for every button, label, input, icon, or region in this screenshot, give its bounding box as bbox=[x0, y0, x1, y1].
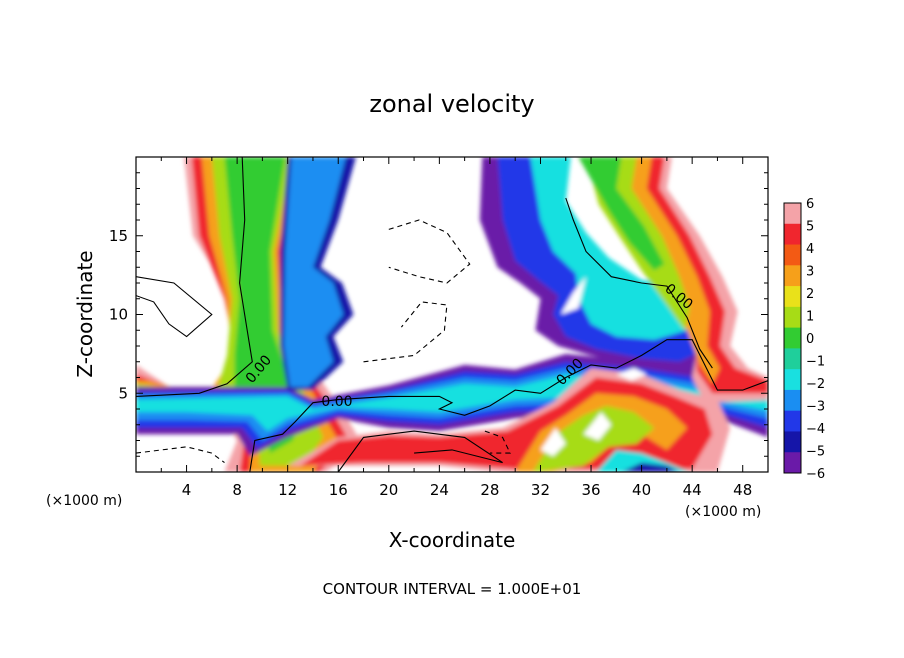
contour-line bbox=[337, 430, 503, 472]
y-tick-label: 5 bbox=[118, 384, 128, 402]
colorbar-label: 2 bbox=[806, 287, 814, 302]
x-axis-label: X-coordinate bbox=[389, 528, 516, 552]
colorbar: 6 5 4 3 2 1 0 −1 −2 −3 −4 −5 −6 bbox=[783, 197, 825, 482]
x-tick-label: 24 bbox=[430, 481, 449, 499]
colorbar-swatch bbox=[784, 348, 801, 370]
contour-line-dashed bbox=[136, 446, 225, 464]
colorbar-label: 4 bbox=[806, 242, 814, 257]
contour-line-dashed bbox=[388, 219, 471, 284]
x-tick-label: 40 bbox=[632, 481, 651, 499]
colorbar-swatch bbox=[784, 306, 801, 329]
x-tick-label: 20 bbox=[379, 481, 398, 499]
y-axis-label: Z-coordinate bbox=[73, 250, 97, 377]
colorbar-label: 5 bbox=[806, 220, 814, 235]
contour-line-dashed bbox=[363, 301, 448, 363]
x-tick-label: 16 bbox=[329, 481, 348, 499]
colorbar-swatch bbox=[784, 244, 801, 266]
field-band bbox=[540, 427, 566, 457]
contour-line bbox=[565, 197, 713, 369]
colorbar-label: −1 bbox=[806, 355, 825, 370]
x-tick-label: 12 bbox=[278, 481, 297, 499]
field-band bbox=[532, 405, 655, 472]
colorbar-swatch bbox=[784, 452, 801, 474]
y-tick-label: 10 bbox=[109, 306, 128, 324]
colorbar-swatch bbox=[784, 369, 801, 391]
colorbar-swatch bbox=[784, 327, 801, 349]
field-band bbox=[583, 412, 612, 441]
colorbar-swatch bbox=[784, 203, 801, 225]
field-band bbox=[621, 462, 680, 472]
x-tick-label: 8 bbox=[232, 481, 242, 499]
x-unit-left: (×1000 m) bbox=[46, 493, 122, 509]
y-tick-label: 15 bbox=[109, 227, 128, 245]
colorbar-swatch bbox=[784, 389, 801, 412]
colorbar-label: 1 bbox=[806, 310, 814, 325]
colorbar-swatch bbox=[784, 431, 801, 453]
x-tick-label: 36 bbox=[581, 481, 600, 499]
colorbar-label: 3 bbox=[806, 265, 814, 280]
field-band bbox=[283, 157, 346, 387]
colorbar-swatch bbox=[784, 410, 801, 432]
colorbar-label: −4 bbox=[806, 422, 825, 437]
field-band bbox=[560, 276, 586, 315]
field-band bbox=[578, 157, 665, 271]
x-tick-label: 44 bbox=[683, 481, 702, 499]
x-tick-label: 4 bbox=[182, 481, 192, 499]
x-tick-label: 28 bbox=[480, 481, 499, 499]
colorbar-label: 6 bbox=[806, 197, 814, 212]
colorbar-swatch bbox=[784, 286, 801, 308]
contour-line-dashed bbox=[484, 430, 511, 454]
colorbar-swatch bbox=[784, 223, 801, 246]
colorbar-label: −2 bbox=[806, 377, 825, 392]
contour-label: 0.00 bbox=[321, 394, 352, 410]
x-unit-right: (×1000 m) bbox=[685, 504, 761, 520]
field-band bbox=[530, 157, 688, 340]
field-band bbox=[616, 368, 647, 381]
contour-line bbox=[136, 157, 253, 397]
contour-line bbox=[136, 276, 213, 338]
colorbar-label: −3 bbox=[806, 400, 825, 415]
x-tick-label: 32 bbox=[531, 481, 550, 499]
chart-title: zonal velocity bbox=[369, 90, 534, 118]
field-layer bbox=[136, 157, 768, 472]
contour-interval-note: CONTOUR INTERVAL = 1.000E+01 bbox=[323, 580, 582, 598]
colorbar-label: 0 bbox=[806, 332, 814, 347]
colorbar-label: −6 bbox=[806, 467, 825, 482]
contour-line bbox=[249, 339, 768, 472]
colorbar-label: −5 bbox=[806, 445, 825, 460]
colorbar-frame bbox=[783, 202, 802, 474]
colorbar-swatch bbox=[784, 265, 801, 287]
x-tick-label: 48 bbox=[733, 481, 752, 499]
